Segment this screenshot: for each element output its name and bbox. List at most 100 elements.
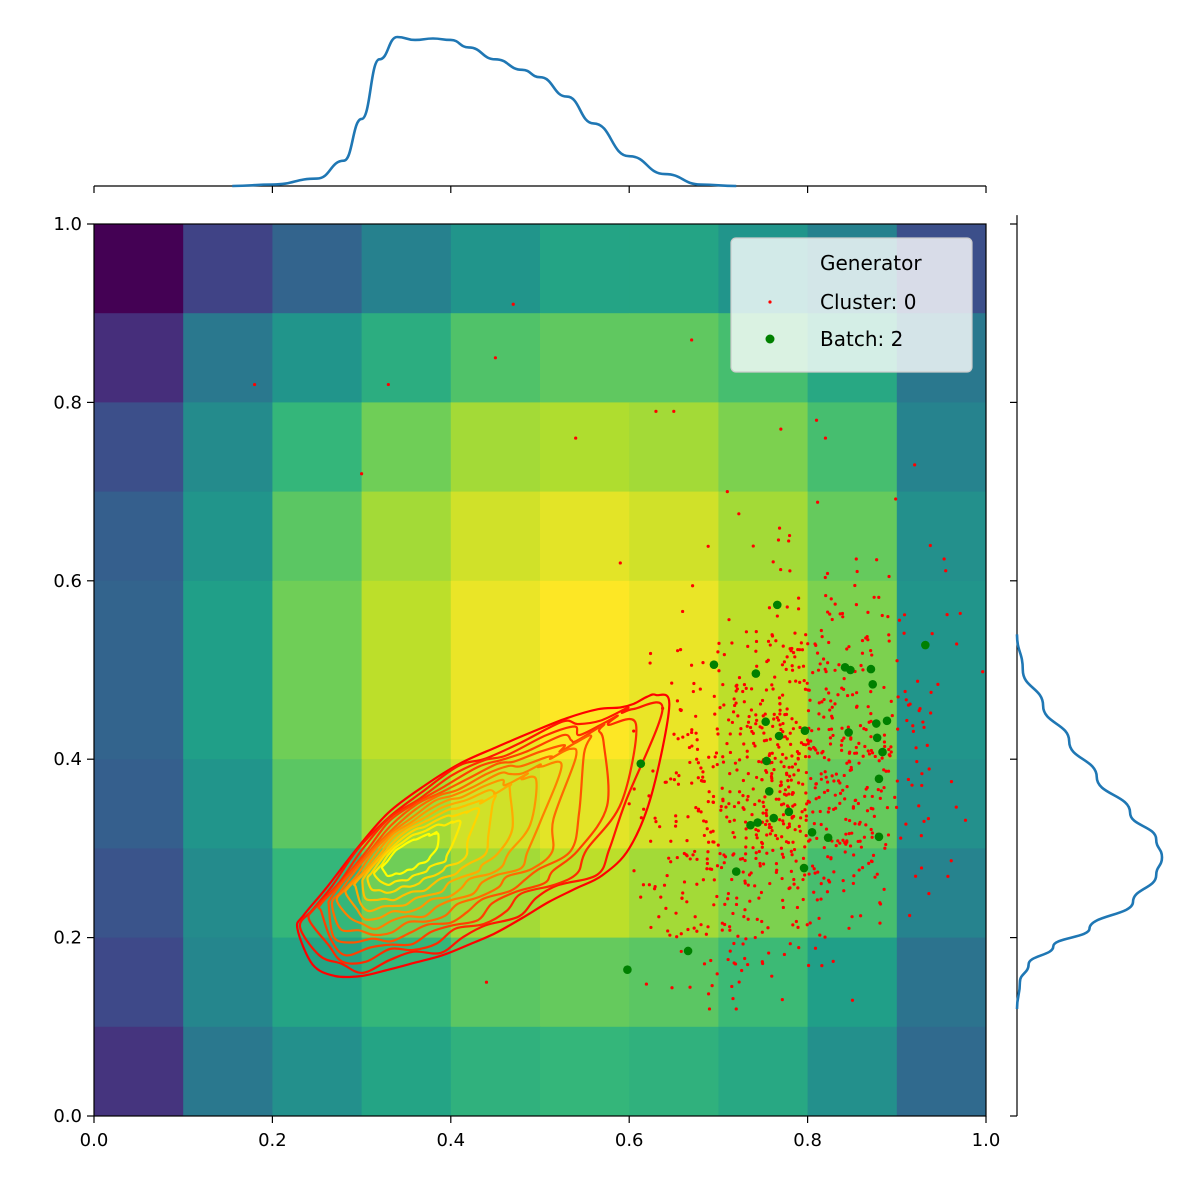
cluster-0-point	[911, 724, 915, 728]
cluster-0-point	[740, 857, 745, 861]
cluster-0-point	[794, 679, 798, 683]
cluster-0-point	[761, 862, 766, 866]
x-axis: 0.0 0.2 0.4 0.6 0.8 1.0	[80, 1116, 1000, 1151]
cluster-0-point	[728, 925, 732, 929]
cluster-0-point	[681, 609, 685, 614]
cluster-0-point	[813, 946, 818, 950]
cluster-0-point	[779, 427, 783, 431]
legend-marker	[765, 334, 775, 344]
cluster-0-point	[786, 779, 790, 783]
cluster-0-point	[792, 773, 796, 777]
cluster-0-point	[759, 890, 764, 895]
cluster-0-point	[789, 742, 793, 746]
cluster-0-point	[734, 701, 738, 705]
cluster-0-point	[788, 569, 792, 573]
cluster-0-point	[736, 934, 740, 938]
cluster-0-point	[830, 714, 834, 718]
cluster-0-point	[732, 804, 737, 809]
cluster-0-point	[812, 821, 816, 826]
cluster-0-point	[707, 790, 711, 794]
cluster-0-point	[722, 853, 726, 857]
cluster-0-point	[778, 790, 782, 794]
cluster-0-point	[884, 769, 888, 773]
heatmap-cell	[629, 491, 719, 582]
cluster-0-point	[734, 684, 738, 688]
cluster-0-point	[732, 818, 736, 822]
batch-2-point	[882, 716, 892, 726]
cluster-0-point	[711, 800, 715, 804]
cluster-0-point	[768, 643, 772, 647]
cluster-0-point	[690, 584, 695, 588]
cluster-0-point	[904, 822, 908, 826]
cluster-0-point	[798, 829, 802, 833]
y-tick-label: 0.8	[53, 392, 82, 413]
cluster-0-point	[884, 842, 888, 847]
cluster-0-point	[840, 726, 844, 730]
cluster-0-point	[882, 887, 886, 892]
cluster-0-point	[674, 814, 678, 818]
cluster-0-point	[770, 683, 774, 687]
cluster-0-point	[804, 833, 808, 838]
cluster-0-point	[784, 793, 788, 797]
cluster-0-point	[861, 668, 865, 672]
cluster-0-point	[834, 772, 838, 776]
cluster-0-point	[849, 736, 853, 740]
cluster-0-point	[801, 782, 805, 786]
cluster-0-point	[787, 792, 791, 796]
cluster-0-point	[851, 881, 855, 886]
cluster-0-point	[754, 833, 758, 837]
cluster-0-point	[803, 755, 808, 759]
cluster-0-point	[815, 651, 820, 655]
heatmap-cell	[629, 1026, 719, 1116]
batch-2-point	[799, 863, 809, 873]
cluster-0-point	[929, 711, 933, 715]
cluster-0-point	[693, 915, 697, 919]
cluster-0-point	[762, 804, 766, 809]
cluster-0-point	[913, 874, 918, 878]
cluster-0-point	[850, 998, 855, 1002]
cluster-0-point	[791, 840, 795, 844]
cluster-0-point	[754, 649, 758, 653]
cluster-0-point	[842, 736, 846, 740]
cluster-0-point	[693, 849, 697, 854]
cluster-0-point	[777, 696, 782, 700]
y-tick-label: 0.6	[53, 571, 82, 592]
cluster-0-point	[788, 680, 792, 684]
heatmap-cell	[94, 402, 184, 493]
heatmap-cell	[718, 580, 809, 671]
cluster-0-point	[639, 895, 643, 899]
cluster-0-point	[761, 800, 765, 804]
cluster-0-point	[778, 712, 782, 716]
heatmap-cell	[272, 491, 363, 582]
cluster-0-point	[761, 961, 765, 966]
cluster-0-point	[669, 839, 673, 843]
heatmap-cell	[361, 580, 452, 671]
y-tick-label: 1.0	[53, 214, 82, 235]
cluster-0-point	[768, 737, 772, 741]
cluster-0-point	[768, 832, 772, 836]
cluster-0-point	[847, 759, 851, 763]
cluster-0-point	[727, 718, 731, 722]
cluster-0-point	[822, 790, 827, 794]
cluster-0-point	[675, 935, 679, 939]
cluster-0-point	[722, 703, 726, 707]
cluster-0-point	[712, 903, 716, 907]
cluster-0-point	[727, 802, 731, 806]
cluster-0-point	[792, 882, 796, 886]
cluster-0-point	[779, 846, 783, 850]
cluster-0-point	[812, 890, 816, 894]
cluster-0-point	[803, 873, 807, 877]
cluster-0-point	[820, 700, 824, 704]
cluster-0-point	[829, 856, 833, 860]
cluster-0-point	[789, 869, 793, 873]
cluster-0-point	[706, 544, 710, 548]
cluster-0-point	[819, 628, 823, 633]
cluster-0-point	[670, 986, 674, 990]
cluster-0-point	[854, 557, 858, 561]
cluster-0-point	[908, 702, 912, 706]
cluster-0-point	[806, 709, 811, 713]
cluster-0-point	[775, 837, 780, 841]
cluster-0-point	[815, 500, 820, 504]
cluster-0-point	[766, 926, 770, 930]
kde-contour-line	[353, 783, 515, 913]
